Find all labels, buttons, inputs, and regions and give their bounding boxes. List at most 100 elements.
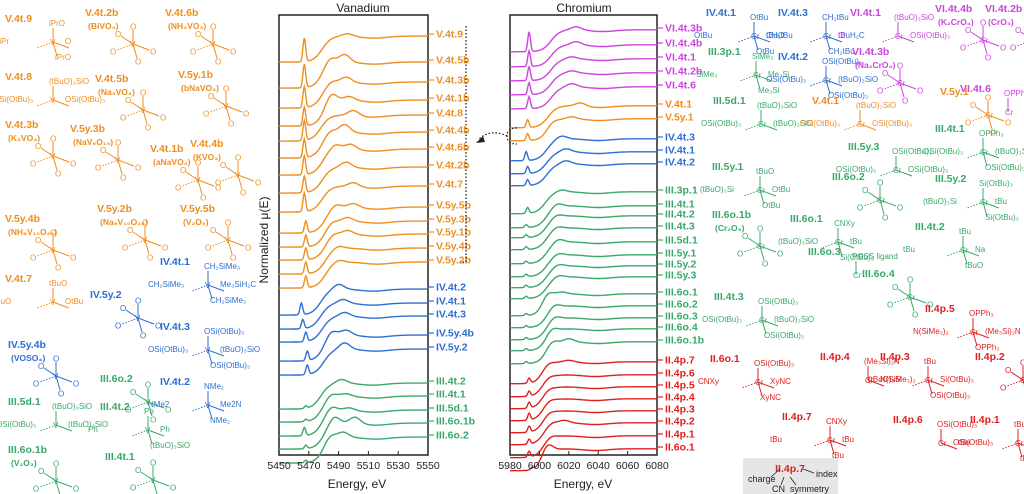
bond-line (130, 101, 144, 111)
bond-line (829, 439, 847, 447)
atom-o: O (125, 406, 131, 415)
atom-o: O (245, 244, 251, 253)
cr-series-label: IV.4t.1 (665, 145, 695, 157)
cr-series-label: II.6o.1 (665, 442, 695, 454)
metal-center: Cr (823, 76, 832, 85)
v-trace-III.5d.1 (279, 406, 428, 437)
metal-center: V (235, 171, 241, 180)
structure-label: V.5y.4b (5, 213, 40, 225)
cr-series-label: II.4p.4 (665, 392, 695, 404)
ligand-fragment: tBu (1014, 420, 1024, 429)
v-trace-III.4t.2 (279, 378, 428, 410)
atom-o: O (165, 406, 171, 415)
cr-series-label: V.5y.1 (665, 112, 694, 124)
metal-center: Cr (980, 148, 989, 157)
atom-o: O (1000, 44, 1006, 53)
cr-xtick-label: 5980 (498, 460, 522, 472)
bond-line (982, 39, 988, 55)
atom-o: O (120, 174, 126, 183)
ligand-fragment: Si(OtBu)₃ (985, 213, 1019, 222)
ligand-fragment: OSi(OtBu)₃ (822, 57, 862, 66)
structure-label: III.3p.1 (708, 46, 741, 58)
cr-series-label: V.4t.1 (665, 99, 692, 111)
structure-label: V.4t.2b (85, 7, 118, 19)
v-structure-III.4t.1: III.4t.1OOOOOV (105, 451, 176, 494)
ligand-fragment: (tBuO)₃SiO (774, 315, 814, 324)
ligand-fragment: OSi(OtBu)₃ (148, 345, 188, 354)
cr-series-label: III.4t.1 (665, 199, 695, 211)
bond-line (52, 41, 58, 57)
bond-line (982, 151, 1000, 159)
ligand-fragment: XyNC (770, 377, 791, 386)
bond-line (227, 239, 245, 247)
ligand-fragment: (tBuO)₃SiO (49, 77, 89, 86)
v-structure-IV.4t.1: IV.4t.1 V CH₂SiMe₃ Me₃SiH₂C CH₂SiMe₃ CH₂SiMe₃ (148, 256, 256, 305)
ligand-fragment: (Me₃Si)₂N (864, 357, 900, 366)
bond-line (52, 249, 70, 257)
ligand-fragment: OSi(OtBu)₃ (754, 359, 794, 368)
cr-structure-V.4t.1: V.4t.1 Cr (tBuO)₃SiO OSi(OtBu)₃ OSi(OtBu)₃ (800, 95, 912, 131)
v-trace-V.4t.7 (279, 182, 428, 213)
bond-line (1020, 31, 1024, 35)
structure-label: VI.4t.6 (960, 83, 991, 95)
atom-o: O (58, 390, 64, 399)
structure-label: III.6o.2 (832, 171, 865, 183)
metal-center: Cr (893, 166, 902, 175)
bond-line (55, 480, 61, 494)
cr-xtick-label: 6000 (528, 460, 552, 472)
metal-center: V (50, 152, 56, 161)
structure-label: II.4p.2 (975, 351, 1005, 363)
structure-formula: (K₂CrO₄) (938, 17, 974, 27)
ligand-fragment: OSi(OtBu)₃ (758, 297, 798, 306)
atom-o: O (162, 244, 168, 253)
cr-xtick-label: 6040 (587, 460, 611, 472)
ligand-fragment: CH₂SiMe₃ (148, 280, 184, 289)
atom-o: O (33, 485, 39, 494)
ligand-fragment: CH₂tBu (822, 13, 849, 22)
bond-line (962, 249, 980, 257)
bond-line (40, 147, 54, 157)
metal-center: V (205, 346, 211, 355)
metal-center: V (53, 421, 59, 430)
v-xtick-label: 5450 (267, 460, 291, 472)
ligand-fragment: OSi(OtBu)₃ (892, 147, 932, 156)
atom-o: O (882, 214, 888, 223)
structure-label: VI.4t.3b (852, 46, 889, 58)
ligand-fragment: tBu (958, 438, 970, 447)
bond-line (237, 174, 255, 182)
atom-o: O (777, 250, 783, 259)
ligand-fragment: XyNC (760, 393, 781, 402)
ligand-fragment: Me₃Si (758, 86, 780, 95)
structure-label: V.4t.7 (5, 273, 32, 285)
atom-o: O (200, 194, 206, 203)
cr-series-label: III.6o.2 (665, 299, 698, 311)
atom-o: O (53, 355, 59, 364)
atom-o: O (135, 466, 141, 475)
ligand-fragment: (tBuO)₃SiO (773, 119, 813, 128)
atom-o: O (208, 92, 214, 101)
bond-line (43, 472, 57, 482)
atom-o: O (195, 30, 201, 39)
atom-o: O (205, 244, 211, 253)
cr-structure-III.5y.2: III.5y.2 Cr Si(OtBu)₃ tBu (tBuO)₃Si Si(OtBu)₃ (923, 173, 1019, 222)
metal-center: Cr (865, 376, 874, 385)
atom-o: O (135, 297, 141, 306)
cr-structure-III.5y.3: III.5y.3 Cr OSi(OtBu)₃ OSi(OtBu)₃ OSi(OtBu)₃ (836, 141, 948, 177)
ligand-fragment: (tBuO)₃SiO (68, 420, 108, 429)
v-series-label: III.5d.1 (436, 403, 469, 415)
ligand-fragment: OSi(OtBu)₃ (701, 119, 741, 128)
atom-o: O (917, 87, 923, 96)
cr-structure-II.4p.1: II.4p.1CrtButButButBu (958, 414, 1024, 463)
bond-line (982, 201, 1000, 209)
atom-o: O (115, 139, 121, 148)
structure-label: III.5y.2 (935, 173, 966, 185)
structure-label: VI.4t.4b (935, 3, 972, 15)
v-trace-V.5y.2b (279, 259, 428, 289)
atom-o: O (130, 23, 136, 32)
atom-o: O (862, 186, 868, 195)
atom-o: O (110, 48, 116, 57)
atom-o: O (55, 264, 61, 273)
